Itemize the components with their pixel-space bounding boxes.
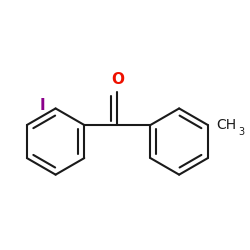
- Text: I: I: [40, 98, 46, 113]
- Text: O: O: [111, 72, 124, 87]
- Text: 3: 3: [238, 127, 245, 137]
- Text: CH: CH: [216, 118, 236, 132]
